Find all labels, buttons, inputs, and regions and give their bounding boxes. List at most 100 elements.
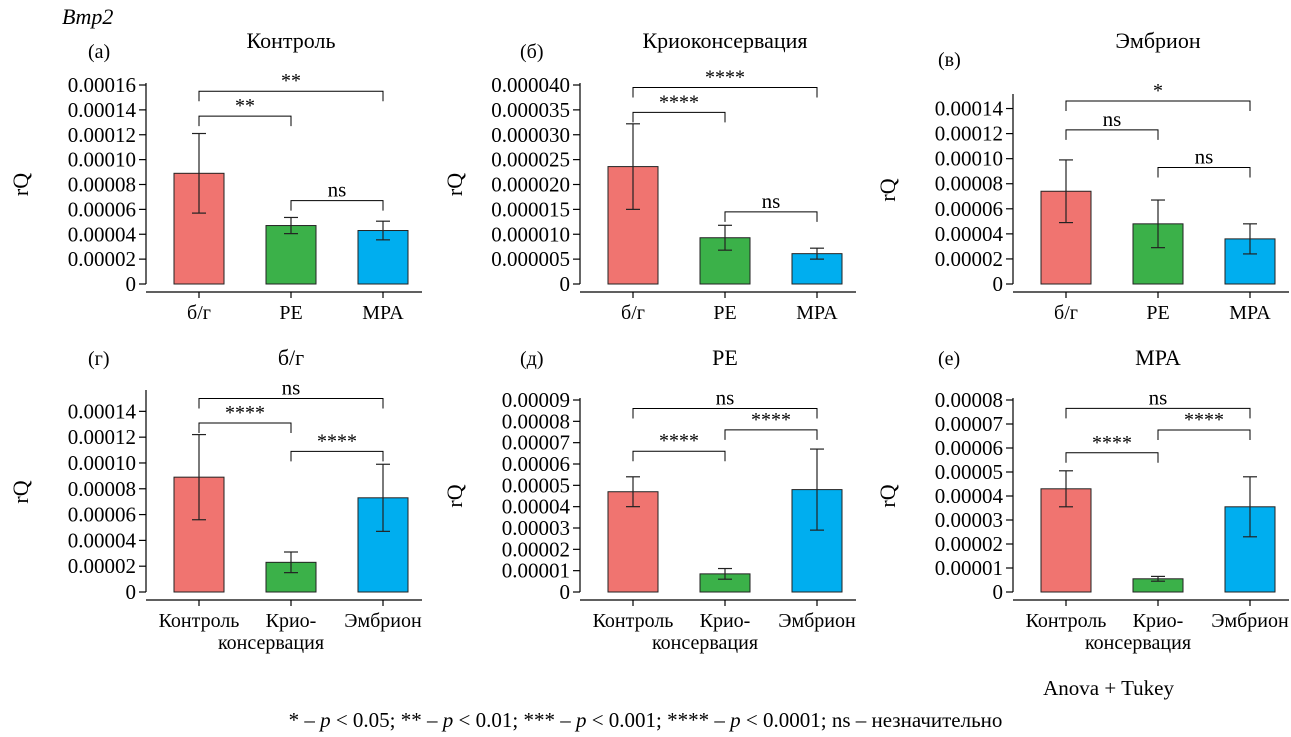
x-tick-label: Крио- <box>1133 610 1184 632</box>
y-tick-label: 0 <box>993 580 1004 604</box>
y-tick-label: 0.00008 <box>68 173 136 197</box>
x-tick-label: PE <box>1146 302 1169 324</box>
x-tick-label: Крио- <box>700 610 751 632</box>
significance-label: **** <box>659 91 699 113</box>
y-axis-label: rQ <box>8 480 33 503</box>
significance-label: **** <box>751 409 791 431</box>
y-tick-label: 0.000040 <box>491 73 570 97</box>
method-note: Anova + Tukey <box>1043 676 1174 701</box>
y-tick-label: 0.00005 <box>935 460 1003 484</box>
panel-letter: (г) <box>88 348 110 370</box>
y-axis-label: rQ <box>8 173 33 196</box>
x-tick-label: Контроль <box>159 610 240 632</box>
y-tick-label: 0.00004 <box>502 495 571 519</box>
y-tick-label: 0.00006 <box>935 197 1003 221</box>
y-tick-label: 0.00014 <box>68 399 137 423</box>
y-tick-label: 0 <box>560 580 571 604</box>
significance-bracket <box>725 430 817 440</box>
y-tick-label: 0.000010 <box>491 222 570 246</box>
panel-title: Эмбрион <box>1115 28 1200 53</box>
significance-bracket <box>1066 453 1158 463</box>
x-tick-label: MPA <box>1229 302 1271 324</box>
legend-entry: **** – p < 0.0001; <box>667 708 832 732</box>
significance-label: ** <box>235 95 255 117</box>
significance-bracket <box>633 451 725 461</box>
x-tick-label: PE <box>279 302 302 324</box>
panel-title: Криоконсервация <box>642 28 807 53</box>
y-axis-label: rQ <box>875 178 900 201</box>
y-tick-label: 0.00002 <box>502 537 570 561</box>
y-tick-label: 0.00008 <box>502 409 570 433</box>
x-tick-label: Контроль <box>1026 610 1107 632</box>
panel-letter: (е) <box>938 348 960 370</box>
y-tick-label: 0.00012 <box>68 425 136 449</box>
y-tick-label: 0.00006 <box>502 452 570 476</box>
y-tick-label: 0.00010 <box>68 451 136 475</box>
y-tick-label: 0.00004 <box>68 222 137 246</box>
y-tick-label: 0.00002 <box>935 247 1003 271</box>
y-tick-label: 0 <box>126 580 137 604</box>
significance-label: * <box>1153 80 1163 102</box>
legend-entry-ns: ns – незначительно <box>832 708 1003 732</box>
x-tick-label: MPA <box>796 302 838 324</box>
x-tick-label: PE <box>713 302 736 324</box>
y-tick-label: 0.00008 <box>935 388 1003 412</box>
significance-label: **** <box>317 430 357 452</box>
chart-panel: (д) PE00.000010.000020.000030.000040.0000… <box>442 345 856 654</box>
chart-panel: (е) MPA00.000010.000020.000030.000040.000… <box>875 345 1289 654</box>
y-tick-label: 0.00014 <box>68 98 137 122</box>
x-tick-label: Эмбрион <box>1211 610 1289 632</box>
y-tick-label: 0.00008 <box>935 172 1003 196</box>
x-tick-label: б/г <box>1054 302 1078 324</box>
chart-panel: (г) б/г00.000020.000040.000060.000080.000… <box>8 345 422 654</box>
panel-letter: (б) <box>520 41 544 63</box>
x-tick-label: MPA <box>362 302 404 324</box>
bar <box>266 226 316 284</box>
panel-title: Контроль <box>247 28 336 53</box>
significance-legend: * – p < 0.05; ** – p < 0.01; *** – p < 0… <box>0 708 1291 733</box>
y-tick-label: 0.00004 <box>935 222 1004 246</box>
y-tick-label: 0.00007 <box>502 431 570 455</box>
y-tick-label: 0.00002 <box>935 532 1003 556</box>
significance-bracket <box>1158 430 1250 440</box>
significance-bracket <box>1158 167 1250 177</box>
y-tick-label: 0.00001 <box>502 559 570 583</box>
y-tick-label: 0.000005 <box>491 247 570 271</box>
y-tick-label: 0.00007 <box>935 412 1003 436</box>
y-tick-label: 0.00014 <box>935 97 1004 121</box>
y-tick-label: 0.00001 <box>935 556 1003 580</box>
x-tick-label: консервация <box>218 632 324 654</box>
x-tick-label: б/г <box>187 302 211 324</box>
y-tick-label: 0.00002 <box>68 247 136 271</box>
x-tick-label: консервация <box>652 632 758 654</box>
significance-label: **** <box>225 402 265 424</box>
significance-bracket <box>633 112 725 122</box>
y-tick-label: 0.000015 <box>491 197 570 221</box>
panel-letter: (а) <box>88 41 110 63</box>
y-tick-label: 0.00016 <box>68 73 136 97</box>
y-tick-label: 0.00006 <box>68 197 136 221</box>
significance-label: **** <box>659 430 699 452</box>
significance-label: **** <box>705 66 745 88</box>
y-tick-label: 0.00012 <box>935 122 1003 146</box>
significance-label: ns <box>1149 385 1168 409</box>
chart-panel: (б) Криоконсервация00.0000050.0000100.000… <box>442 28 856 324</box>
significance-bracket <box>199 91 383 101</box>
significance-label: ns <box>328 178 347 202</box>
y-axis-label: rQ <box>442 484 467 507</box>
y-tick-label: 0.00004 <box>935 484 1004 508</box>
significance-label: ns <box>282 375 301 399</box>
y-tick-label: 0.00005 <box>502 473 570 497</box>
significance-bracket <box>1066 130 1158 140</box>
y-tick-label: 0.00003 <box>502 516 570 540</box>
x-tick-label: Контроль <box>593 610 674 632</box>
significance-label: ** <box>281 70 301 92</box>
chart-panel: (а) Контроль 00.000020.000040.000060.00008… <box>8 28 422 324</box>
y-tick-label: 0 <box>993 272 1004 296</box>
figure-canvas: (а) Контроль00.000020.000040.000060.00008… <box>0 0 1291 670</box>
significance-label: ns <box>716 386 735 410</box>
y-tick-label: 0.00008 <box>68 477 136 501</box>
significance-bracket <box>199 423 291 433</box>
significance-label: ns <box>762 189 781 213</box>
significance-label: **** <box>1184 409 1224 431</box>
